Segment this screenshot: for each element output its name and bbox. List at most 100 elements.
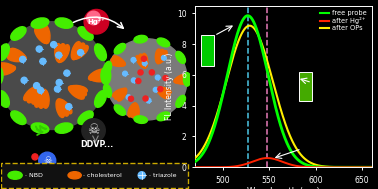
Ellipse shape xyxy=(104,84,112,97)
Text: · triazole: · triazole xyxy=(149,173,177,178)
Ellipse shape xyxy=(89,74,108,82)
Ellipse shape xyxy=(38,26,48,43)
Ellipse shape xyxy=(7,54,26,62)
Ellipse shape xyxy=(0,65,15,75)
Ellipse shape xyxy=(68,172,81,179)
Ellipse shape xyxy=(10,48,26,61)
Circle shape xyxy=(87,11,100,25)
Ellipse shape xyxy=(38,90,47,108)
Ellipse shape xyxy=(134,116,147,123)
Circle shape xyxy=(84,9,109,34)
Circle shape xyxy=(143,96,148,101)
Ellipse shape xyxy=(68,85,87,94)
Ellipse shape xyxy=(157,87,171,94)
Ellipse shape xyxy=(157,38,170,47)
Circle shape xyxy=(163,75,168,81)
Ellipse shape xyxy=(31,18,49,28)
Ellipse shape xyxy=(139,54,147,68)
Circle shape xyxy=(149,70,155,75)
Ellipse shape xyxy=(112,88,126,97)
Ellipse shape xyxy=(0,91,9,107)
Text: ☠: ☠ xyxy=(87,123,100,137)
Ellipse shape xyxy=(78,27,93,40)
Ellipse shape xyxy=(20,56,26,62)
Text: ☠: ☠ xyxy=(43,156,52,166)
Ellipse shape xyxy=(183,73,191,86)
Bar xyxy=(299,72,312,101)
Ellipse shape xyxy=(36,46,42,52)
Ellipse shape xyxy=(176,51,186,64)
Ellipse shape xyxy=(0,44,9,61)
Text: · cholesterol: · cholesterol xyxy=(83,173,122,178)
Ellipse shape xyxy=(110,60,125,66)
Ellipse shape xyxy=(56,80,62,86)
Ellipse shape xyxy=(37,87,43,93)
Ellipse shape xyxy=(21,77,27,83)
Ellipse shape xyxy=(0,63,15,71)
Text: Hg²⁺: Hg²⁺ xyxy=(88,18,105,25)
Circle shape xyxy=(136,78,141,84)
Ellipse shape xyxy=(55,44,63,63)
Ellipse shape xyxy=(175,78,189,84)
Ellipse shape xyxy=(51,42,57,48)
Ellipse shape xyxy=(35,28,48,43)
Circle shape xyxy=(158,87,163,92)
Text: DDVP...: DDVP... xyxy=(80,140,113,149)
Ellipse shape xyxy=(55,123,73,133)
Ellipse shape xyxy=(153,87,158,92)
Circle shape xyxy=(39,152,56,169)
Ellipse shape xyxy=(73,45,88,59)
Ellipse shape xyxy=(56,99,65,118)
Ellipse shape xyxy=(114,43,125,54)
Ellipse shape xyxy=(0,65,15,73)
Ellipse shape xyxy=(161,55,166,60)
Legend: free probe, after Hg²⁺, after OPs: free probe, after Hg²⁺, after OPs xyxy=(319,9,368,33)
Ellipse shape xyxy=(94,44,106,61)
Ellipse shape xyxy=(41,89,49,108)
Ellipse shape xyxy=(11,111,26,125)
Ellipse shape xyxy=(157,49,164,64)
Ellipse shape xyxy=(115,88,126,99)
Ellipse shape xyxy=(57,44,66,62)
Ellipse shape xyxy=(113,56,125,66)
Ellipse shape xyxy=(8,171,22,179)
Circle shape xyxy=(32,154,38,160)
FancyBboxPatch shape xyxy=(1,163,188,188)
Ellipse shape xyxy=(59,45,70,62)
Ellipse shape xyxy=(136,56,146,68)
Ellipse shape xyxy=(157,112,170,121)
Ellipse shape xyxy=(31,86,40,104)
Ellipse shape xyxy=(88,69,106,80)
Ellipse shape xyxy=(157,88,170,96)
Ellipse shape xyxy=(134,35,147,43)
Ellipse shape xyxy=(128,103,136,117)
Ellipse shape xyxy=(31,123,49,133)
Ellipse shape xyxy=(158,50,167,63)
Ellipse shape xyxy=(138,172,145,179)
X-axis label: Wavelength (nm): Wavelength (nm) xyxy=(247,187,319,189)
Ellipse shape xyxy=(176,95,186,107)
Ellipse shape xyxy=(34,90,45,107)
Ellipse shape xyxy=(11,27,26,40)
Ellipse shape xyxy=(126,95,131,100)
Bar xyxy=(201,35,214,66)
Ellipse shape xyxy=(56,52,62,58)
Ellipse shape xyxy=(122,71,127,76)
Ellipse shape xyxy=(94,91,106,107)
Ellipse shape xyxy=(174,76,189,83)
Ellipse shape xyxy=(58,99,72,114)
Ellipse shape xyxy=(131,103,137,118)
Ellipse shape xyxy=(40,58,46,64)
Circle shape xyxy=(138,70,143,75)
Ellipse shape xyxy=(104,61,112,74)
Circle shape xyxy=(141,56,147,61)
Ellipse shape xyxy=(111,58,125,66)
Ellipse shape xyxy=(118,88,127,101)
Ellipse shape xyxy=(156,88,168,99)
Ellipse shape xyxy=(27,86,39,103)
Ellipse shape xyxy=(174,74,187,83)
Ellipse shape xyxy=(89,72,108,81)
Ellipse shape xyxy=(66,104,72,110)
Text: · NBD: · NBD xyxy=(25,173,42,178)
Ellipse shape xyxy=(34,83,40,89)
